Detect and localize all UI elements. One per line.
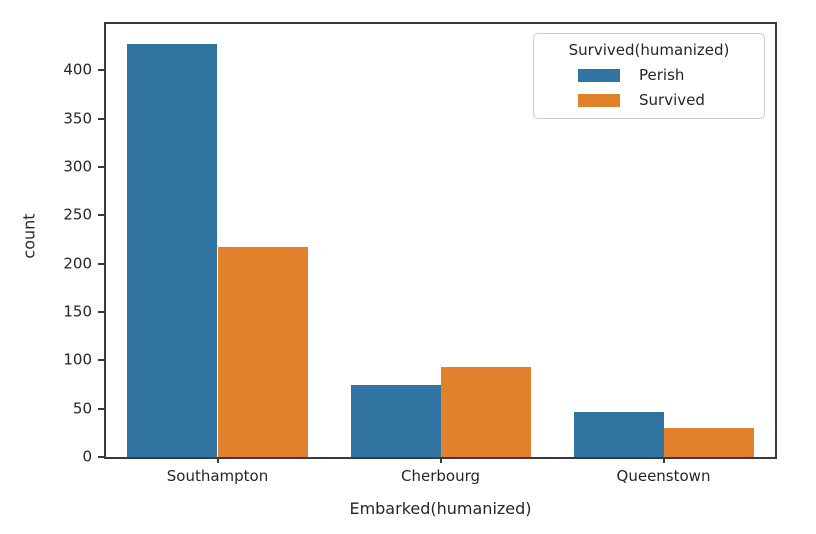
y-tick-label: 300 xyxy=(63,157,92,176)
y-axis-label: count xyxy=(19,213,39,259)
x-tick-label-cherbourg: Cherbourg xyxy=(400,467,481,485)
legend-item-label: Survived xyxy=(639,91,705,109)
bar-survived-cherbourg xyxy=(440,367,531,457)
y-tick-label: 400 xyxy=(63,60,92,79)
legend-entry-survived: Survived xyxy=(542,91,756,109)
y-tick-label: 200 xyxy=(63,254,92,273)
y-tick-mark xyxy=(98,456,104,458)
legend-swatch-icon xyxy=(578,93,620,107)
y-tick-mark xyxy=(98,166,104,169)
y-tick-label: 150 xyxy=(63,302,92,321)
x-tick-label-southampton: Southampton xyxy=(166,467,269,485)
legend-swatch-icon xyxy=(578,68,620,82)
y-tick-mark xyxy=(98,69,104,72)
x-tick-mark xyxy=(439,457,442,463)
plot-area: 0 50 100 150 200 250 300 350 400 Southampton Cher… xyxy=(63,22,777,484)
x-tick-mark xyxy=(662,457,665,463)
y-tick-mark xyxy=(98,311,104,314)
x-tick-mark xyxy=(216,457,219,463)
y-tick-label: 350 xyxy=(63,109,92,128)
legend-title: Survived(humanized) xyxy=(568,41,730,59)
y-tick-mark xyxy=(98,359,104,362)
y-tick-mark xyxy=(98,117,104,120)
bar-perish-southampton xyxy=(127,44,218,457)
y-tick-mark xyxy=(98,262,104,265)
y-tick-label: 250 xyxy=(63,205,92,224)
y-tick-mark xyxy=(98,214,104,217)
legend-entry-perish: Perish xyxy=(542,66,756,84)
legend: Survived(humanized) Perish Survived xyxy=(533,33,765,119)
bar-perish-cherbourg xyxy=(350,384,441,457)
legend-entries: Perish Survived xyxy=(542,66,756,109)
bar-survived-southampton xyxy=(217,247,308,457)
x-axis-label: Embarked(humanized) xyxy=(349,499,532,518)
bar-perish-queenstown xyxy=(573,411,664,457)
y-tick-label: 100 xyxy=(63,350,92,369)
legend-item-label: Perish xyxy=(639,66,685,84)
y-tick-label: 0 xyxy=(82,447,92,466)
y-tick-label: 50 xyxy=(72,399,92,418)
y-tick-mark xyxy=(98,407,104,410)
x-tick-label-queenstown: Queenstown xyxy=(616,467,711,485)
bar-survived-queenstown xyxy=(663,428,754,457)
